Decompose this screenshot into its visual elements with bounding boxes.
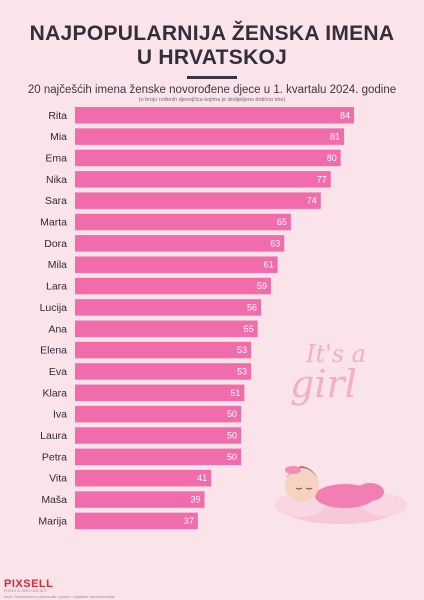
category-label: Mia <box>50 131 67 143</box>
value-label: 53 <box>237 366 247 376</box>
value-label: 53 <box>237 345 247 355</box>
value-label: 74 <box>307 196 317 206</box>
category-label: Mila <box>48 259 67 271</box>
value-label: 81 <box>330 132 340 142</box>
title-divider <box>187 76 237 79</box>
bar-iva <box>75 405 242 423</box>
bar-mila <box>75 256 278 273</box>
bar-maša <box>75 491 205 508</box>
title-line-1: NAJPOPULARNIJA ŽENSKA IMENA <box>29 22 395 45</box>
category-label: Petra <box>42 451 67 463</box>
value-label: 84 <box>340 110 350 120</box>
bar-rita <box>75 107 354 124</box>
bar-dora <box>75 235 285 252</box>
baby-illustration <box>275 466 407 524</box>
value-label: 61 <box>264 260 274 270</box>
category-label: Rita <box>48 110 67 122</box>
bar-sara <box>75 192 321 209</box>
bar-nika <box>75 171 331 188</box>
bar-ema <box>75 149 341 167</box>
chart-note: (u broju rođenih djevojčica kojima je do… <box>138 97 286 103</box>
category-label: Klara <box>42 387 67 399</box>
category-label: Dora <box>44 238 67 250</box>
bar-marija <box>75 512 198 530</box>
category-label: Lucija <box>40 302 68 314</box>
value-label: 65 <box>277 217 287 227</box>
value-label: 80 <box>327 153 337 163</box>
decoration-text-2: girl <box>290 362 357 406</box>
bar-petra <box>75 448 242 466</box>
bar-klara <box>75 384 245 402</box>
value-label: 55 <box>244 324 254 334</box>
value-label: 56 <box>247 302 257 312</box>
bar-ana <box>75 320 258 337</box>
category-label: Elena <box>40 345 67 357</box>
bar-laura <box>75 427 242 444</box>
bar-lara <box>75 277 271 295</box>
category-label: Lara <box>46 281 67 293</box>
category-label: Ana <box>48 323 67 335</box>
title-line-2: U HRVATSKOJ <box>136 46 288 69</box>
bar-eva <box>75 363 252 380</box>
brand-tagline: PHOTO & VIDEO AGENCY <box>4 589 48 593</box>
brand-logo: PIXSELL <box>4 578 54 590</box>
value-label: 51 <box>230 388 240 398</box>
value-label: 50 <box>227 409 237 419</box>
category-label: Eva <box>49 366 67 378</box>
decoration-text-1: It's a <box>306 340 366 368</box>
category-label: Vita <box>49 473 67 485</box>
bar-marta <box>75 213 291 231</box>
value-label: 50 <box>227 431 237 441</box>
category-label: Laura <box>40 430 67 442</box>
value-label: 63 <box>270 238 280 248</box>
category-label: Maša <box>41 494 67 506</box>
category-label: Nika <box>46 174 67 186</box>
bar-mia <box>75 128 345 145</box>
chart-title: NAJPOPULARNIJA ŽENSKA IMENA U HRVATSKOJ <box>0 22 424 70</box>
value-label: 41 <box>197 473 207 483</box>
value-label: 50 <box>227 452 237 462</box>
source-note: Izvor: Ministarstvo pravosuđa, uprave i … <box>4 594 115 599</box>
category-label: Iva <box>53 409 67 421</box>
category-label: Ema <box>45 152 67 164</box>
value-label: 77 <box>317 174 327 184</box>
value-label: 39 <box>191 495 201 505</box>
bar-lucija <box>75 299 261 316</box>
value-label: 59 <box>257 281 267 291</box>
category-label: Marta <box>40 217 67 229</box>
bar-elena <box>75 341 252 359</box>
chart-subtitle: 20 najčešćih imena ženske novorođene dje… <box>27 84 397 96</box>
bar-vita <box>75 469 212 487</box>
category-label: Sara <box>45 195 67 207</box>
category-label: Marija <box>38 515 67 527</box>
value-label: 37 <box>184 516 194 526</box>
